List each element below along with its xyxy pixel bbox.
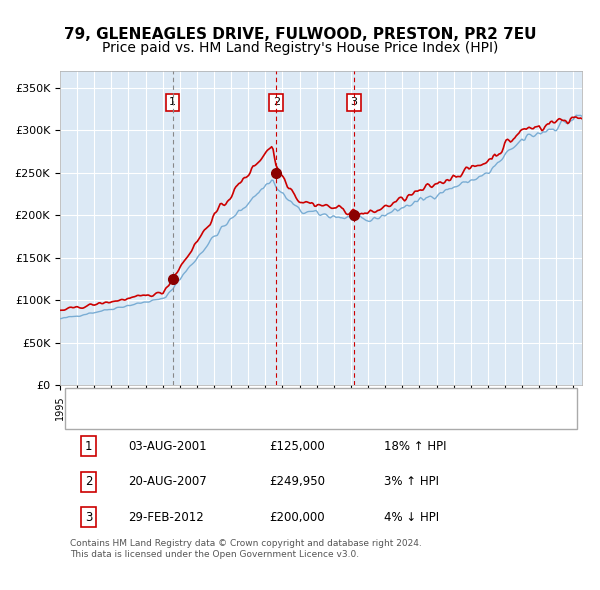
Text: 4% ↓ HPI: 4% ↓ HPI <box>383 511 439 524</box>
Text: 18% ↑ HPI: 18% ↑ HPI <box>383 440 446 453</box>
Text: 3: 3 <box>85 511 92 524</box>
FancyBboxPatch shape <box>65 388 577 429</box>
Text: 79, GLENEAGLES DRIVE, FULWOOD, PRESTON, PR2 7EU (detached house): 79, GLENEAGLES DRIVE, FULWOOD, PRESTON, … <box>128 393 512 403</box>
Text: £249,950: £249,950 <box>269 476 325 489</box>
Text: 79, GLENEAGLES DRIVE, FULWOOD, PRESTON, PR2 7EU: 79, GLENEAGLES DRIVE, FULWOOD, PRESTON, … <box>64 27 536 41</box>
Text: 2: 2 <box>272 97 280 107</box>
Text: 29-FEB-2012: 29-FEB-2012 <box>128 511 203 524</box>
Text: 20-AUG-2007: 20-AUG-2007 <box>128 476 206 489</box>
Text: 2: 2 <box>85 476 92 489</box>
Text: 03-AUG-2001: 03-AUG-2001 <box>128 440 206 453</box>
Text: 1: 1 <box>85 440 92 453</box>
Text: £125,000: £125,000 <box>269 440 325 453</box>
Text: Price paid vs. HM Land Registry's House Price Index (HPI): Price paid vs. HM Land Registry's House … <box>102 41 498 55</box>
Text: HPI: Average price, detached house, Preston: HPI: Average price, detached house, Pres… <box>128 413 360 423</box>
Text: Contains HM Land Registry data © Crown copyright and database right 2024.
This d: Contains HM Land Registry data © Crown c… <box>70 539 422 559</box>
Text: 1: 1 <box>169 97 176 107</box>
Text: 3: 3 <box>350 97 357 107</box>
Text: 3% ↑ HPI: 3% ↑ HPI <box>383 476 439 489</box>
Text: £200,000: £200,000 <box>269 511 325 524</box>
